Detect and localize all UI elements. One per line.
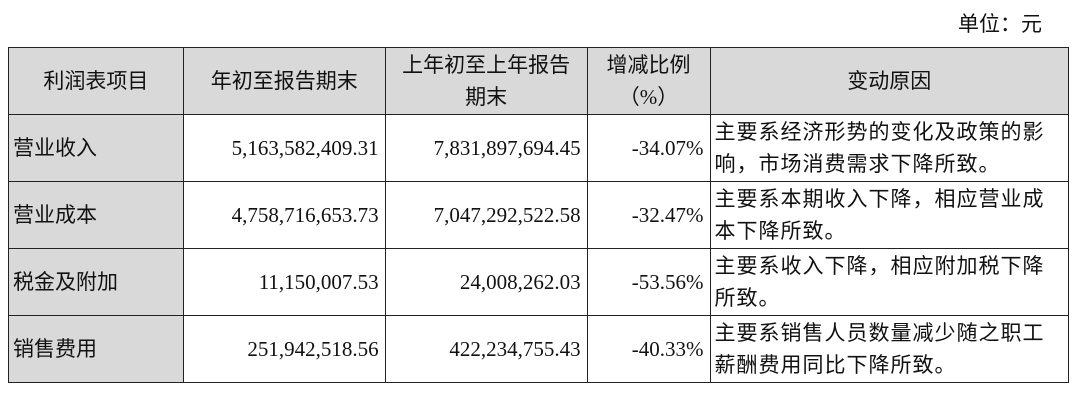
change-cell: -53.56% xyxy=(586,248,711,316)
reason-cell: 主要系收入下降，相应附加税下降所致。 xyxy=(709,248,1070,316)
item-cell: 营业收入 xyxy=(8,114,184,182)
change-cell: -32.47% xyxy=(586,181,711,249)
table-row: 税金及附加 11,150,007.53 24,008,262.03 -53.56… xyxy=(8,248,1070,316)
reason-cell: 主要系经济形势的变化及政策的影响，市场消费需求下降所致。 xyxy=(709,114,1070,182)
current-cell: 251,942,518.56 xyxy=(182,315,386,383)
current-cell: 4,758,716,653.73 xyxy=(182,181,386,249)
table-row: 营业收入 5,163,582,409.31 7,831,897,694.45 -… xyxy=(8,114,1070,182)
income-statement-table: 利润表项目 年初至报告期末 上年初至上年报告期末 增减比例（%） 变动原因 营业… xyxy=(8,47,1070,383)
header-row: 利润表项目 年初至报告期末 上年初至上年报告期末 增减比例（%） 变动原因 xyxy=(8,47,1070,115)
previous-cell: 24,008,262.03 xyxy=(384,248,588,316)
table-row: 销售费用 251,942,518.56 422,234,755.43 -40.3… xyxy=(8,315,1070,383)
header-current: 年初至报告期末 xyxy=(182,47,386,115)
current-cell: 5,163,582,409.31 xyxy=(182,114,386,182)
reason-cell: 主要系本期收入下降，相应营业成本下降所致。 xyxy=(709,181,1070,249)
header-change: 增减比例（%） xyxy=(586,47,711,115)
item-cell: 销售费用 xyxy=(8,315,184,383)
header-reason: 变动原因 xyxy=(709,47,1070,115)
unit-label: 单位：元 xyxy=(958,12,1042,36)
change-cell: -40.33% xyxy=(586,315,711,383)
change-cell: -34.07% xyxy=(586,114,711,182)
header-item: 利润表项目 xyxy=(8,47,184,115)
table-row: 营业成本 4,758,716,653.73 7,047,292,522.58 -… xyxy=(8,181,1070,249)
item-cell: 营业成本 xyxy=(8,181,184,249)
current-cell: 11,150,007.53 xyxy=(182,248,386,316)
reason-cell: 主要系销售人员数量减少随之职工薪酬费用同比下降所致。 xyxy=(709,315,1070,383)
previous-cell: 7,831,897,694.45 xyxy=(384,114,588,182)
item-cell: 税金及附加 xyxy=(8,248,184,316)
previous-cell: 422,234,755.43 xyxy=(384,315,588,383)
header-previous: 上年初至上年报告期末 xyxy=(384,47,588,115)
previous-cell: 7,047,292,522.58 xyxy=(384,181,588,249)
